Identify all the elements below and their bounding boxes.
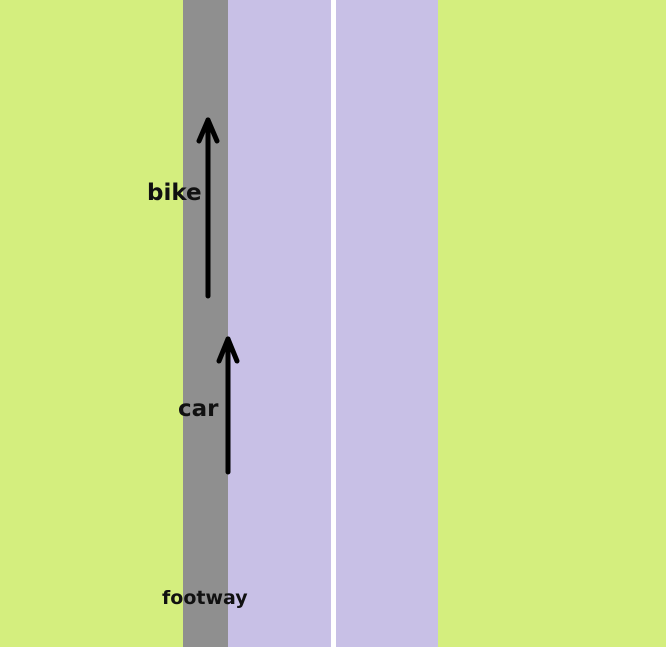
bike-arrow-icon — [196, 117, 220, 299]
center-line — [331, 0, 336, 647]
carriageway-lane-left — [228, 0, 331, 647]
footway-label: footway — [162, 587, 248, 609]
car-label: car — [178, 396, 219, 422]
car-arrow-icon — [216, 336, 240, 475]
footway-strip — [183, 0, 228, 647]
carriageway-lane-right — [336, 0, 438, 647]
bike-label: bike — [147, 180, 202, 206]
